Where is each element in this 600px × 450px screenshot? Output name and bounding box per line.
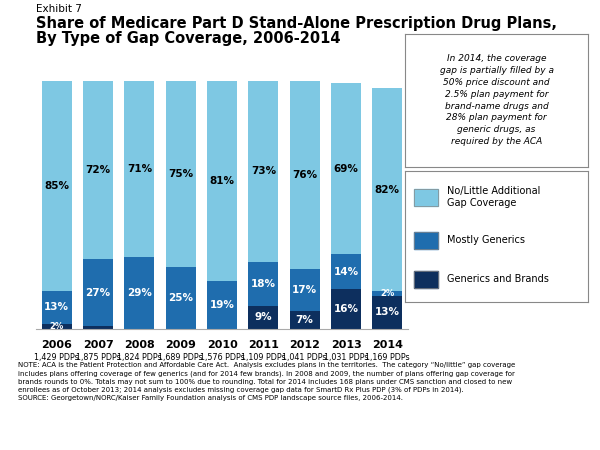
- Bar: [207, 282, 237, 328]
- Text: 13%: 13%: [375, 307, 400, 317]
- Bar: [414, 271, 438, 288]
- Bar: [248, 81, 278, 261]
- Text: 2014: 2014: [372, 340, 403, 350]
- Text: 1,031 PDPs: 1,031 PDPs: [324, 353, 368, 362]
- Text: 2012: 2012: [289, 340, 320, 350]
- Bar: [331, 84, 361, 254]
- Text: 2008: 2008: [124, 340, 155, 350]
- Text: Mostly Generics: Mostly Generics: [447, 235, 525, 245]
- Bar: [166, 266, 196, 328]
- Bar: [248, 261, 278, 306]
- Text: 1,824 PDPs: 1,824 PDPs: [117, 353, 161, 362]
- Bar: [414, 189, 438, 206]
- Text: 16%: 16%: [334, 304, 358, 314]
- Bar: [83, 326, 113, 328]
- Text: 2007: 2007: [83, 340, 113, 350]
- Text: 1,875 PDPs: 1,875 PDPs: [76, 353, 121, 362]
- Text: 1,041 PDPs: 1,041 PDPs: [283, 353, 327, 362]
- Text: No/Little Additional
Gap Coverage: No/Little Additional Gap Coverage: [447, 186, 541, 208]
- Text: 85%: 85%: [44, 181, 69, 191]
- Bar: [207, 81, 237, 282]
- Text: 1,109 PDPs: 1,109 PDPs: [241, 353, 286, 362]
- Text: 76%: 76%: [292, 170, 317, 180]
- Bar: [42, 292, 71, 324]
- Text: In 2014, the coverage
gap is partially filled by a
50% price discount and
2.5% p: In 2014, the coverage gap is partially f…: [439, 54, 554, 146]
- Text: 9%: 9%: [254, 312, 272, 322]
- Text: 7%: 7%: [296, 315, 314, 325]
- Text: 25%: 25%: [168, 292, 193, 302]
- Bar: [414, 271, 438, 288]
- Text: By Type of Gap Coverage, 2006-2014: By Type of Gap Coverage, 2006-2014: [36, 32, 341, 46]
- Bar: [373, 292, 402, 296]
- Text: 73%: 73%: [251, 166, 276, 176]
- Bar: [414, 232, 438, 249]
- Bar: [42, 324, 71, 328]
- Text: 1,169 PDPs: 1,169 PDPs: [365, 353, 410, 362]
- Bar: [331, 254, 361, 289]
- Text: 18%: 18%: [251, 279, 276, 289]
- Text: Generics and Brands: Generics and Brands: [447, 274, 549, 284]
- Text: 2006: 2006: [41, 340, 72, 350]
- Text: 71%: 71%: [127, 164, 152, 174]
- Bar: [83, 81, 113, 259]
- Text: 2009: 2009: [165, 340, 196, 350]
- Text: 2011: 2011: [248, 340, 279, 350]
- Bar: [248, 306, 278, 328]
- Text: 2%: 2%: [380, 289, 394, 298]
- Bar: [414, 232, 438, 249]
- Bar: [290, 81, 320, 269]
- Bar: [290, 269, 320, 311]
- Text: 2010: 2010: [206, 340, 238, 350]
- Bar: [124, 81, 154, 256]
- Bar: [83, 259, 113, 326]
- Text: 82%: 82%: [375, 185, 400, 195]
- Text: 2013: 2013: [331, 340, 361, 350]
- Text: 17%: 17%: [292, 285, 317, 295]
- Text: 19%: 19%: [209, 300, 235, 310]
- Text: 1,576 PDPs: 1,576 PDPs: [200, 353, 244, 362]
- Bar: [124, 256, 154, 328]
- Bar: [166, 81, 196, 266]
- Text: 13%: 13%: [44, 302, 69, 312]
- Text: Exhibit 7: Exhibit 7: [36, 4, 82, 14]
- Text: 1,429 PDPs: 1,429 PDPs: [34, 353, 79, 362]
- Bar: [42, 81, 71, 292]
- Text: 72%: 72%: [85, 165, 110, 175]
- Text: NOTE: ACA is the Patient Protection and Affordable Care Act.  Analysis excludes : NOTE: ACA is the Patient Protection and …: [18, 362, 515, 401]
- Text: 75%: 75%: [168, 169, 193, 179]
- Text: 27%: 27%: [85, 288, 110, 297]
- Bar: [331, 289, 361, 328]
- Text: 81%: 81%: [209, 176, 235, 186]
- Bar: [373, 88, 402, 292]
- Text: 2%: 2%: [50, 321, 64, 330]
- Text: Share of Medicare Part D Stand-Alone Prescription Drug Plans,: Share of Medicare Part D Stand-Alone Pre…: [36, 16, 557, 31]
- Text: 69%: 69%: [334, 164, 358, 174]
- Text: 29%: 29%: [127, 288, 152, 297]
- Bar: [414, 189, 438, 206]
- Bar: [373, 296, 402, 328]
- Text: 14%: 14%: [334, 266, 359, 277]
- Bar: [290, 311, 320, 328]
- Text: 1,689 PDPs: 1,689 PDPs: [158, 353, 203, 362]
